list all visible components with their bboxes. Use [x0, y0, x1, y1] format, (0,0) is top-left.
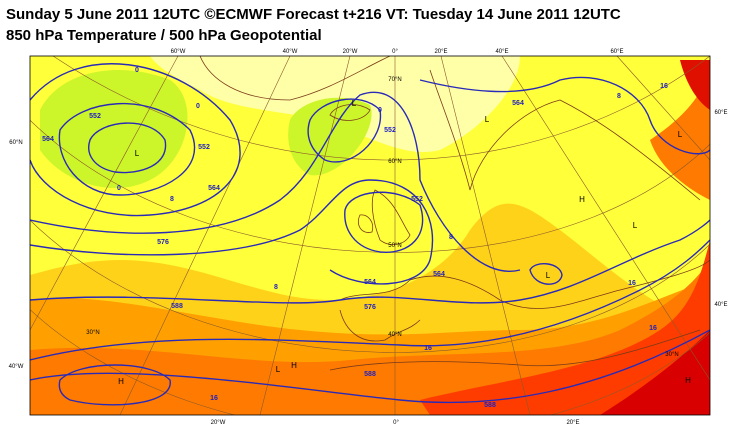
contour-label: 16 — [660, 83, 668, 90]
contour-label: 576 — [157, 239, 169, 246]
coastline — [329, 104, 371, 121]
contour-label: 552 — [411, 196, 423, 203]
coordinate-label: 60°N — [388, 159, 401, 165]
contour — [58, 102, 196, 196]
contours — [30, 63, 710, 406]
contour — [30, 63, 241, 217]
contour — [419, 76, 710, 155]
temp-field — [680, 60, 710, 110]
temp-field — [420, 240, 710, 415]
coastline — [371, 189, 411, 245]
coordinate-label: 20°W — [343, 49, 358, 55]
pressure-center: L — [678, 130, 683, 139]
contour — [30, 329, 710, 404]
pressure-center: H — [291, 361, 297, 370]
temp-field — [40, 70, 188, 189]
graticule-line — [52, 56, 710, 161]
graticule-line — [616, 56, 710, 161]
contour-label: 8 — [170, 196, 174, 203]
coordinate-label: 20°W — [211, 420, 226, 426]
contour-label: 588 — [171, 303, 183, 310]
coordinate-label: 60°N — [9, 140, 22, 146]
contour — [88, 122, 167, 174]
contour-label: 552 — [89, 113, 101, 120]
coastline — [329, 329, 701, 371]
contour-label: 564 — [208, 185, 220, 192]
contour-label: 564 — [42, 136, 54, 143]
graticule-line — [119, 56, 291, 415]
coastline — [357, 214, 374, 233]
contour — [307, 98, 382, 163]
pressure-center: L — [485, 115, 490, 124]
map-frame — [29, 55, 711, 416]
contour-label: 552 — [384, 127, 396, 134]
contour-label: 16 — [210, 395, 218, 402]
contour — [58, 364, 171, 406]
contour — [30, 91, 521, 272]
coordinate-label: 40°W — [283, 49, 298, 55]
pressure-center: L — [135, 149, 140, 158]
pressure-center: H — [685, 376, 691, 385]
pressure-center: H — [579, 195, 585, 204]
contour — [529, 263, 563, 285]
coordinate-label: 70°N — [388, 77, 401, 83]
coastline — [339, 259, 710, 309]
contour-label: 588 — [364, 371, 376, 378]
contour-label: 8 — [449, 234, 453, 241]
contour-label: 564 — [433, 271, 445, 278]
contour — [30, 239, 710, 361]
coordinate-label: 30°N — [665, 352, 678, 358]
coordinate-label: 60°W — [171, 49, 186, 55]
graticule-line — [501, 56, 710, 381]
pressure-center: L — [276, 365, 281, 374]
map-area — [30, 56, 710, 415]
coordinate-label: 20°E — [566, 420, 579, 426]
coordinate-label: 40°W — [9, 364, 24, 370]
coordinate-label: 20°E — [434, 49, 447, 55]
title-line: 850 hPa Temperature / 500 hPa Geopotenti… — [6, 27, 322, 44]
coordinate-label: 40°E — [714, 302, 727, 308]
coastline — [199, 56, 391, 101]
contour-label: 16 — [424, 345, 432, 352]
coordinate-label: 0° — [392, 49, 398, 55]
coordinate-label: 60°E — [610, 49, 623, 55]
graticule-line — [259, 56, 351, 415]
contour-label: 0 — [135, 67, 139, 74]
temp-field — [600, 330, 710, 415]
title-line: Sunday 5 June 2011 12UTC ©ECMWF Forecast… — [6, 6, 621, 23]
contour-label: 0 — [117, 185, 121, 192]
contour-label: 0 — [378, 107, 382, 114]
pressure-center: L — [633, 221, 638, 230]
contour-label: 576 — [364, 304, 376, 311]
contour — [30, 219, 710, 304]
coordinate-label: 50°N — [388, 243, 401, 249]
contour-label: 588 — [484, 402, 496, 409]
pressure-center: L — [352, 99, 357, 108]
contour-label: 16 — [649, 325, 657, 332]
contour-label: 552 — [198, 144, 210, 151]
contour — [30, 179, 434, 285]
contour-label: 564 — [364, 279, 376, 286]
coastline — [429, 69, 701, 201]
contour — [344, 191, 424, 253]
coordinate-label: 30°N — [86, 330, 99, 336]
contour-label: 0 — [196, 103, 200, 110]
contour-label: 8 — [274, 284, 278, 291]
coordinate-label: 0° — [393, 420, 399, 426]
contour-label: 564 — [512, 100, 524, 107]
temp-field — [650, 70, 710, 200]
coordinate-label: 40°N — [388, 332, 401, 338]
coastlines — [199, 56, 710, 371]
coordinate-label: 40°E — [495, 49, 508, 55]
contour-label: 8 — [617, 93, 621, 100]
contour-label: 16 — [628, 280, 636, 287]
pressure-center: L — [546, 271, 551, 280]
coastline — [339, 309, 421, 342]
graticule-line — [440, 56, 531, 415]
coordinate-label: 60°E — [714, 110, 727, 116]
pressure-center: H — [118, 377, 124, 386]
